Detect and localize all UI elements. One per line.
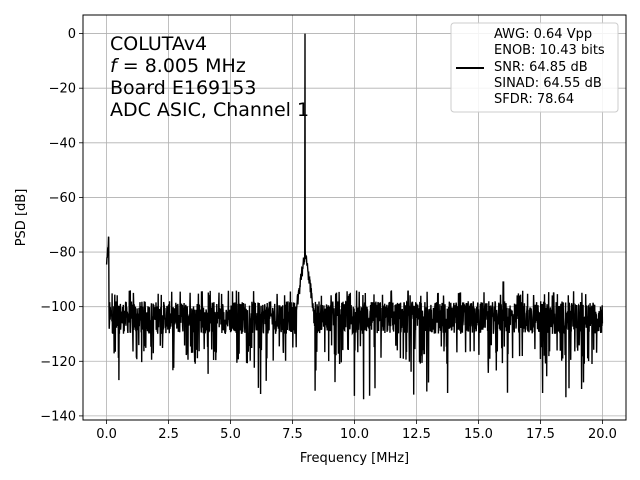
y-tick-label: −140 [40,409,76,424]
x-tick-label: 0.0 [96,427,117,442]
x-tick-label: 15.0 [464,427,493,442]
plot-frame [82,14,627,421]
annotation-f-symbol: f [110,55,120,77]
x-tick-label: 12.5 [402,427,431,442]
x-tick-label: 7.5 [282,427,303,442]
legend-sinad: SINAD: 64.55 dB [494,76,602,91]
x-tick-label: 10.0 [340,427,369,442]
psd-series-line [105,33,604,400]
y-tick-label: −40 [49,136,76,151]
y-tick-label: −80 [49,246,76,261]
annotation-line-board: Board E169153 [110,77,256,99]
annotation-f-value: = 8.005 MHz [117,55,246,77]
legend-box [450,22,619,113]
annotation-line-channel: ADC ASIC, Channel 1 [110,99,309,121]
x-tick-label: 17.5 [526,427,555,442]
x-axis-ticks: 0.0 2.5 5.0 7.5 10.0 12.5 15.0 17.5 20.0 [96,420,617,442]
y-tick-label: −20 [49,82,76,97]
x-tick-label: 2.5 [158,427,179,442]
legend: AWG: 0.64 Vpp ENOB: 10.43 bits SNR: 64.8… [450,22,619,113]
annotation-block: COLUTAv4 f = 8.005 MHz Board E169153 ADC… [110,33,309,121]
x-tick-label: 5.0 [220,427,241,442]
y-axis-ticks: 0 −20 −40 −60 −80 −100 −120 −140 [40,27,83,424]
x-axis-label: Frequency [MHz] [300,451,409,466]
y-tick-label: −120 [40,355,76,370]
annotation-line-device: COLUTAv4 [110,33,207,55]
y-tick-label: −100 [40,300,76,315]
annotation-line-frequency: f = 8.005 MHz [110,55,246,77]
legend-awg: AWG: 0.64 Vpp [494,27,592,42]
legend-enob: ENOB: 10.43 bits [494,43,605,58]
legend-sfdr: SFDR: 78.64 [494,92,574,107]
x-tick-label: 20.0 [588,427,617,442]
y-tick-label: 0 [68,27,76,42]
y-tick-label: −60 [49,191,76,206]
legend-snr: SNR: 64.85 dB [494,60,588,75]
y-axis-label: PSD [dB] [14,189,29,247]
